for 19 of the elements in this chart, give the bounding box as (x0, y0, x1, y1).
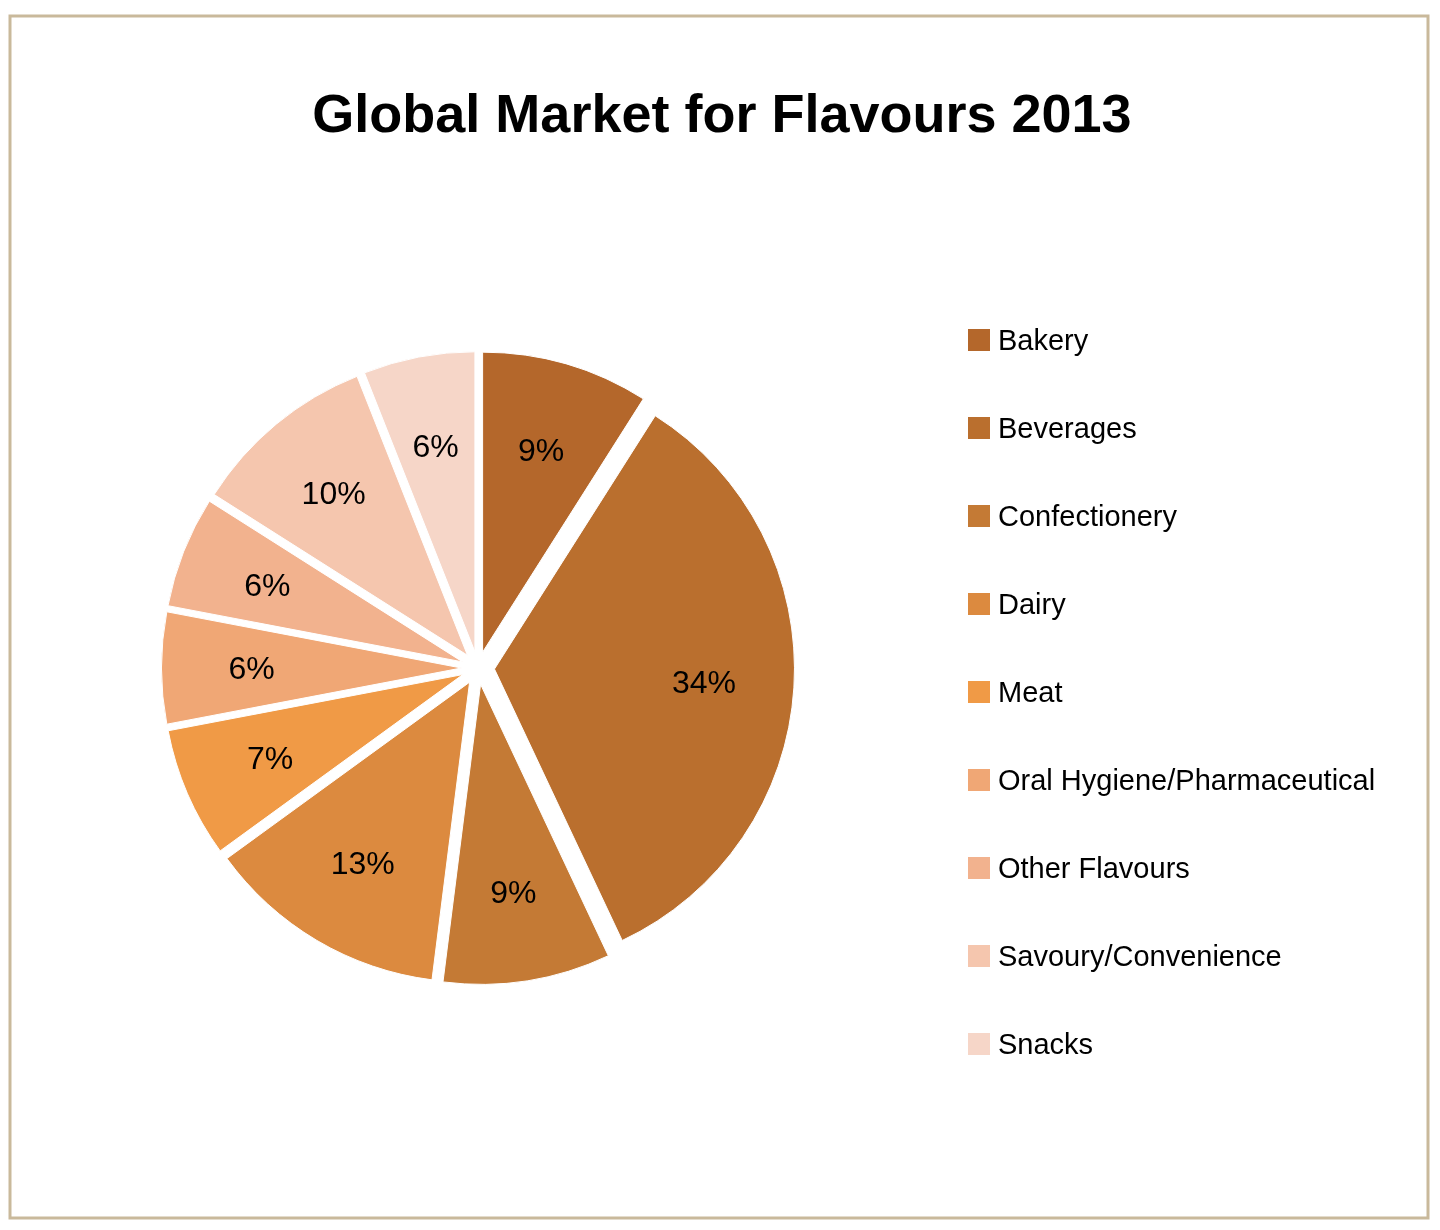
data-label: 9% (490, 873, 537, 910)
legend-label: Snacks (998, 1028, 1094, 1060)
legend-label: Savoury/Convenience (998, 940, 1282, 972)
legend-label: Dairy (998, 588, 1067, 620)
data-label: 6% (412, 427, 459, 464)
legend-label: Meat (998, 676, 1063, 708)
chart-title: Global Market for Flavours 2013 (312, 83, 1132, 143)
legend-label: Oral Hygiene/Pharmaceutical (998, 764, 1376, 796)
legend-label: Confectionery (998, 500, 1178, 532)
legend-label: Other Flavours (998, 852, 1190, 884)
legend-label: Beverages (998, 412, 1137, 444)
data-label: 34% (672, 664, 737, 701)
legend-label: Bakery (998, 324, 1089, 356)
data-label: 9% (518, 432, 565, 469)
data-label: 6% (228, 650, 275, 686)
data-label: 6% (244, 566, 291, 603)
data-label: 7% (247, 739, 294, 776)
data-label: 10% (301, 475, 366, 512)
data-label: 13% (330, 844, 395, 881)
